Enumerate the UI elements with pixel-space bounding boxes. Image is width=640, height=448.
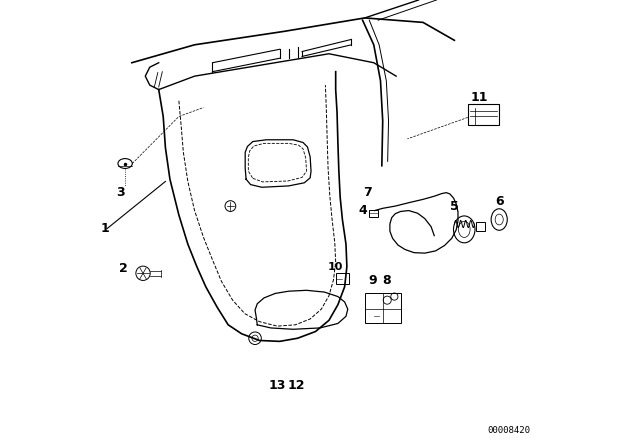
Text: 5: 5 [450, 199, 459, 213]
Text: 9: 9 [369, 273, 377, 287]
FancyBboxPatch shape [468, 104, 499, 125]
Text: 1: 1 [100, 222, 109, 235]
FancyBboxPatch shape [365, 293, 401, 323]
Text: 10: 10 [328, 262, 344, 271]
Text: 2: 2 [118, 262, 127, 276]
FancyBboxPatch shape [476, 222, 485, 231]
FancyBboxPatch shape [336, 273, 349, 284]
FancyBboxPatch shape [369, 210, 378, 217]
Text: 7: 7 [363, 186, 371, 199]
Text: 3: 3 [116, 186, 125, 199]
Text: 8: 8 [382, 273, 390, 287]
Text: 13: 13 [269, 379, 286, 392]
Text: 00008420: 00008420 [488, 426, 531, 435]
Text: 6: 6 [495, 195, 504, 208]
Text: 4: 4 [358, 204, 367, 217]
Text: 11: 11 [470, 91, 488, 104]
Text: 12: 12 [288, 379, 305, 392]
